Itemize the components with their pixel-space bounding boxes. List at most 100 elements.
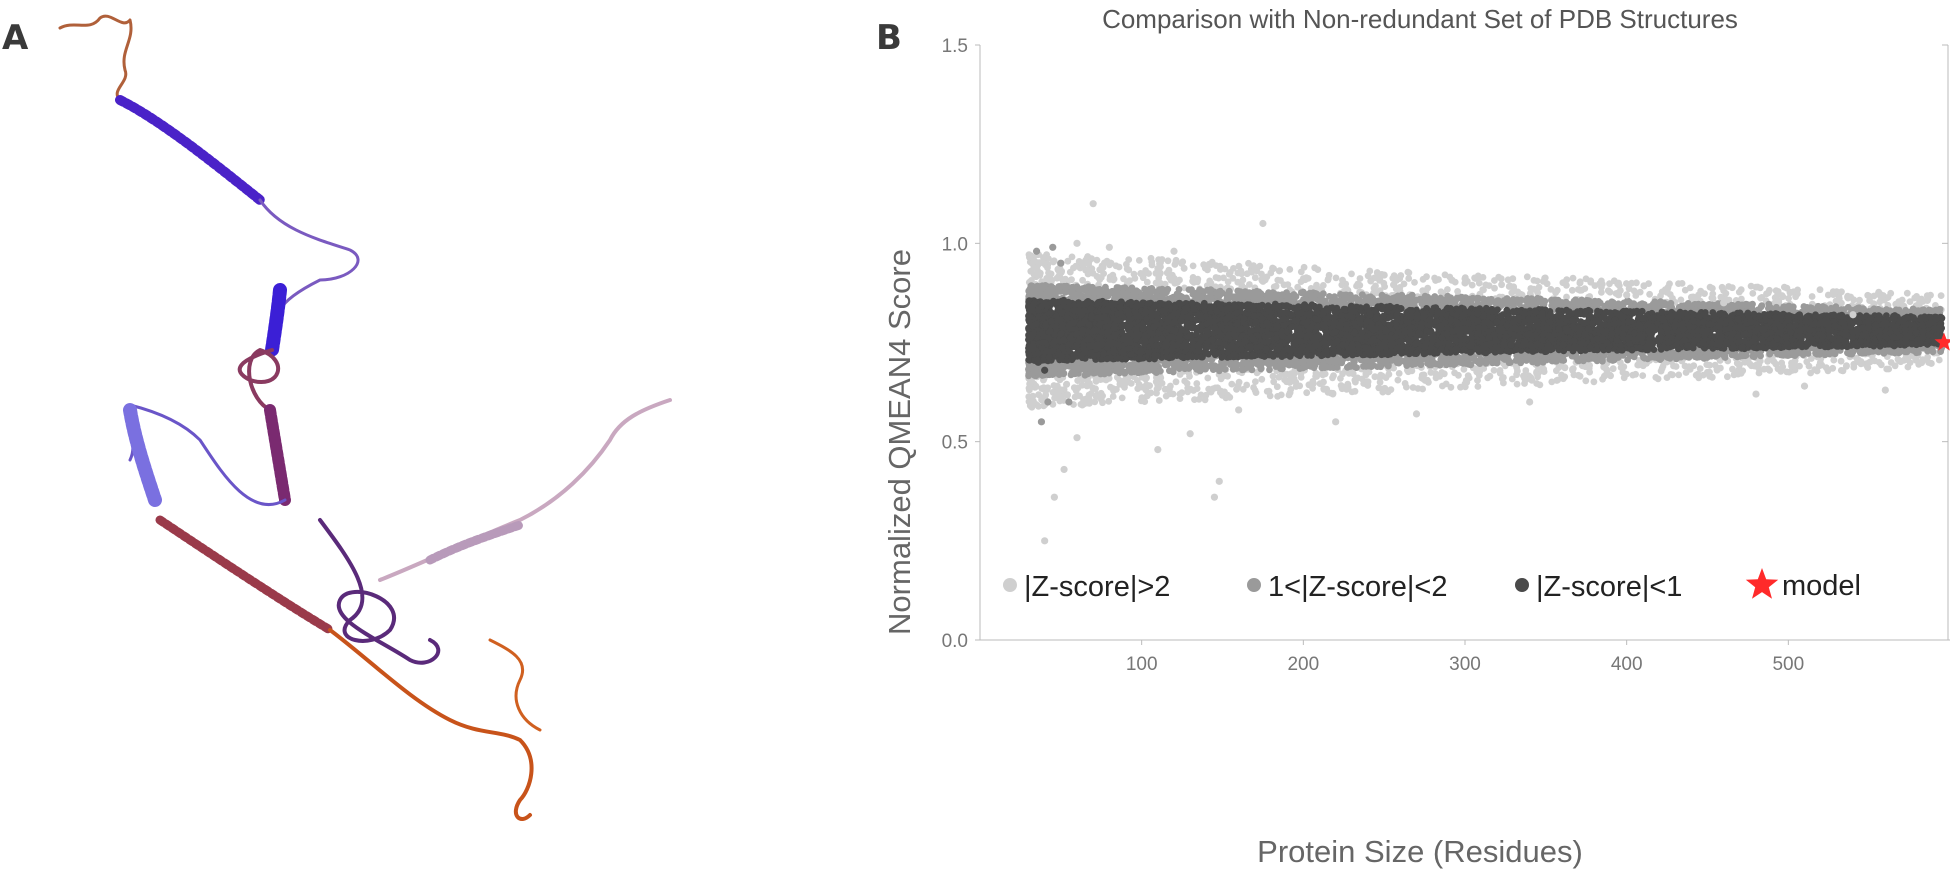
middle-point xyxy=(1344,363,1351,371)
middle-point xyxy=(1128,361,1136,368)
outer-point xyxy=(1540,365,1548,373)
outer-point xyxy=(1735,288,1743,296)
outer-point xyxy=(1270,378,1278,386)
outer-point xyxy=(1123,260,1130,268)
outer-point xyxy=(1805,362,1813,370)
outer-point xyxy=(1425,378,1432,386)
outer-point xyxy=(1891,362,1899,370)
outer-point xyxy=(1677,296,1685,304)
panel-a-label: A xyxy=(2,18,29,58)
outer-point xyxy=(1585,364,1593,372)
middle-point xyxy=(1430,360,1438,367)
middle-point xyxy=(1217,290,1225,298)
middle-point xyxy=(1068,289,1076,297)
outer-point xyxy=(1822,364,1830,372)
outer-point xyxy=(1725,283,1733,290)
outer-point xyxy=(1246,281,1253,288)
middle-point xyxy=(1049,284,1056,292)
outer-point xyxy=(1284,281,1292,288)
outer-point xyxy=(1052,384,1060,391)
outer-point xyxy=(1329,374,1336,382)
outer-point xyxy=(1294,283,1302,291)
outer-point xyxy=(1764,289,1772,297)
outer-point xyxy=(1224,372,1231,380)
outer-point xyxy=(1749,290,1757,297)
outer-point xyxy=(1632,292,1640,299)
outer-point xyxy=(1513,380,1521,388)
outer-point xyxy=(1181,377,1189,385)
middle-point xyxy=(1221,365,1229,373)
outer-point xyxy=(1338,281,1346,289)
outer-point xyxy=(1363,378,1371,386)
outer-point xyxy=(1639,372,1647,379)
outer-point xyxy=(1036,272,1044,279)
outer-point xyxy=(1287,386,1295,393)
middle-point xyxy=(1091,288,1098,295)
middle-point xyxy=(1381,358,1389,366)
middle-point xyxy=(1844,349,1851,357)
outer-point xyxy=(1158,256,1166,263)
outer-point xyxy=(1354,374,1362,382)
outer-point xyxy=(1038,385,1046,392)
chart-title: Comparison with Non-redundant Set of PDB… xyxy=(1102,4,1738,34)
outer-point xyxy=(1135,257,1143,264)
outer-point xyxy=(1259,278,1267,285)
outer-point xyxy=(1038,394,1045,402)
outer-point xyxy=(1843,362,1850,370)
outer-point xyxy=(1755,361,1763,368)
outer-point xyxy=(1310,380,1317,387)
middle-point xyxy=(1598,356,1606,363)
middle-point xyxy=(1614,354,1622,361)
outer-point xyxy=(1937,292,1945,299)
middle-point xyxy=(1424,293,1432,301)
outer-point xyxy=(1158,379,1166,387)
outer-point xyxy=(1165,266,1173,274)
outer-point xyxy=(1220,274,1227,282)
outer-point xyxy=(1027,378,1035,386)
structure-helix-right xyxy=(425,520,525,565)
outer-point xyxy=(1054,265,1062,273)
outer-point xyxy=(1530,285,1538,293)
outer-point xyxy=(1533,380,1541,387)
y-tick-label: 0.5 xyxy=(942,433,968,454)
structure-helix-left xyxy=(123,403,162,507)
outer-point xyxy=(1216,262,1224,270)
outer-point xyxy=(1724,373,1731,381)
outer-point xyxy=(1248,268,1255,275)
outer-point xyxy=(1666,291,1674,298)
middle-point xyxy=(1895,349,1903,357)
outer-point xyxy=(1619,369,1627,376)
outer-point xyxy=(1027,252,1035,260)
middle-point xyxy=(1885,348,1893,355)
outer-point xyxy=(1625,285,1633,293)
outer-point xyxy=(1717,293,1725,301)
outer-point xyxy=(1924,295,1932,303)
middle-point xyxy=(1831,349,1839,356)
outer-point xyxy=(1089,269,1097,277)
middle-point xyxy=(1292,359,1299,367)
outer-point xyxy=(1405,275,1413,282)
middle-point xyxy=(1313,290,1320,298)
outer-point xyxy=(1675,280,1682,287)
middle-point xyxy=(1257,290,1265,297)
structure-coil-3 xyxy=(237,348,281,412)
outer-point xyxy=(1115,263,1123,271)
middle-point xyxy=(1467,361,1475,369)
outer-point xyxy=(1297,278,1305,285)
outer-point xyxy=(1025,384,1033,392)
middle-point xyxy=(1580,357,1587,365)
middle-point xyxy=(1473,295,1481,303)
outer-point xyxy=(1068,253,1076,261)
middle-point xyxy=(1615,300,1622,308)
middle-point xyxy=(1114,367,1122,375)
outer-point xyxy=(1397,272,1405,279)
outer-point xyxy=(1251,387,1259,394)
outer-point xyxy=(1635,361,1642,369)
outer-point xyxy=(1044,384,1052,392)
outer-point xyxy=(1172,378,1180,386)
outer-point xyxy=(1030,264,1038,271)
outer-point xyxy=(1277,391,1285,399)
outer-point xyxy=(1522,376,1530,384)
outer-point xyxy=(1667,371,1675,378)
outer-point xyxy=(1032,382,1040,390)
